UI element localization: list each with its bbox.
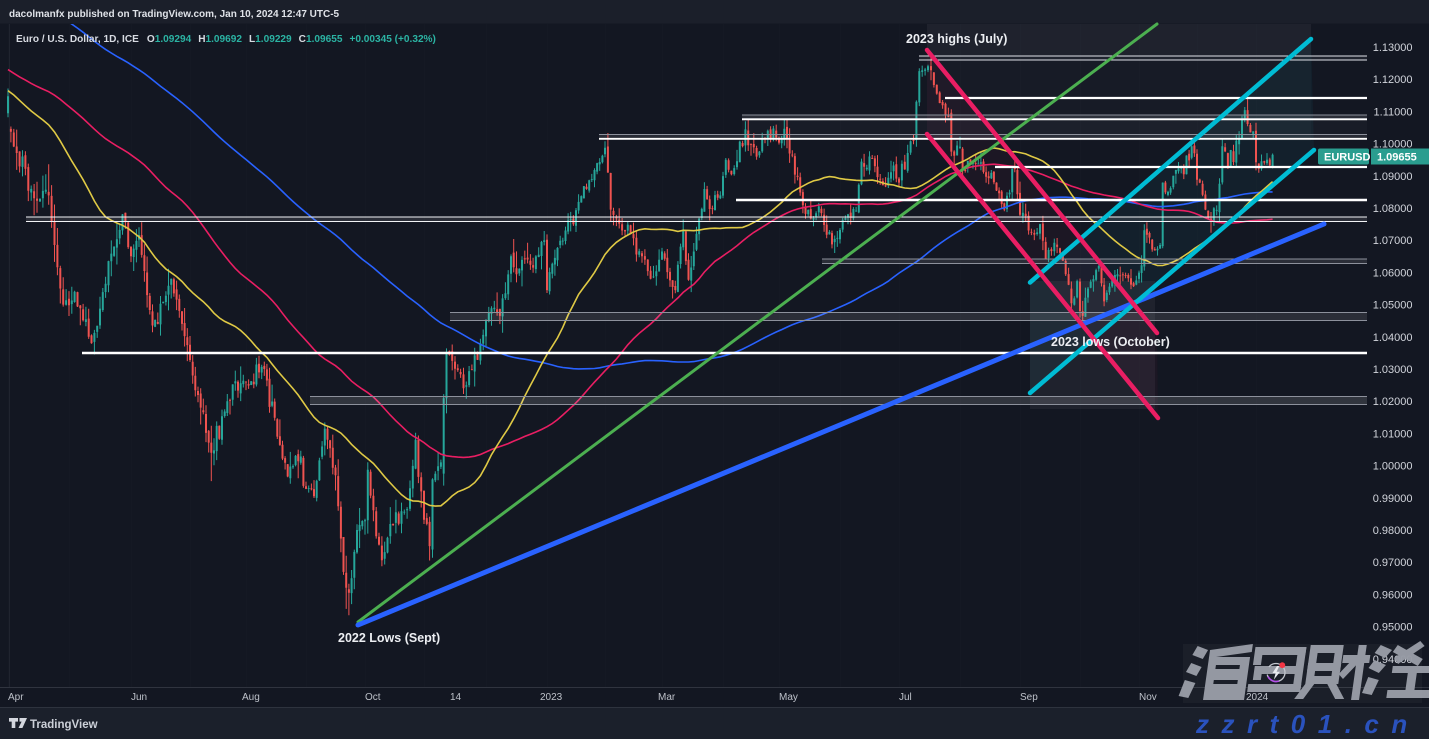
svg-text:1.09655: 1.09655 [1377,152,1417,164]
svg-text:1.13000: 1.13000 [1373,42,1413,54]
svg-text:Sep: Sep [1020,692,1038,703]
svg-text:1.12000: 1.12000 [1373,74,1413,86]
svg-text:Nov: Nov [1139,692,1157,703]
svg-text:May: May [779,692,798,703]
svg-text:zzrt01.cn: zzrt01.cn [1195,709,1420,739]
svg-text:Oct: Oct [365,692,381,703]
svg-text:14: 14 [450,692,462,703]
svg-text:1.03000: 1.03000 [1373,364,1413,376]
svg-text:1.02000: 1.02000 [1373,396,1413,408]
svg-text:Jun: Jun [131,692,147,703]
svg-text:0.96000: 0.96000 [1373,589,1413,601]
svg-text:0.99000: 0.99000 [1373,493,1413,505]
svg-text:2024: 2024 [1246,692,1269,703]
svg-text:EURUSD: EURUSD [1324,152,1371,164]
svg-text:Mar: Mar [658,692,676,703]
svg-text:1.09000: 1.09000 [1373,171,1413,183]
svg-text:2023 lows (October): 2023 lows (October) [1051,335,1170,349]
svg-text:Jul: Jul [899,692,912,703]
svg-text:1.10000: 1.10000 [1373,139,1413,151]
svg-text:1.08000: 1.08000 [1373,203,1413,215]
svg-text:1.00000: 1.00000 [1373,461,1413,473]
svg-text:0.97000: 0.97000 [1373,557,1413,569]
svg-text:Apr: Apr [8,692,24,703]
svg-text:0.98000: 0.98000 [1373,525,1413,537]
svg-text:dacolmanfx published on Tradin: dacolmanfx published on TradingView.com,… [9,9,340,20]
svg-text:TradingView: TradingView [30,719,98,731]
svg-text:1.05000: 1.05000 [1373,300,1413,312]
svg-text:2022 Lows (Sept): 2022 Lows (Sept) [338,631,440,645]
svg-text:2023 highs (July): 2023 highs (July) [906,32,1007,46]
svg-text:1.01000: 1.01000 [1373,428,1413,440]
svg-text:1.07000: 1.07000 [1373,235,1413,247]
svg-text:Aug: Aug [242,692,260,703]
svg-text:1.06000: 1.06000 [1373,267,1413,279]
svg-text:0.95000: 0.95000 [1373,622,1413,634]
svg-text:1.04000: 1.04000 [1373,332,1413,344]
svg-text:1.11000: 1.11000 [1374,106,1413,118]
svg-text:2023: 2023 [540,692,563,703]
